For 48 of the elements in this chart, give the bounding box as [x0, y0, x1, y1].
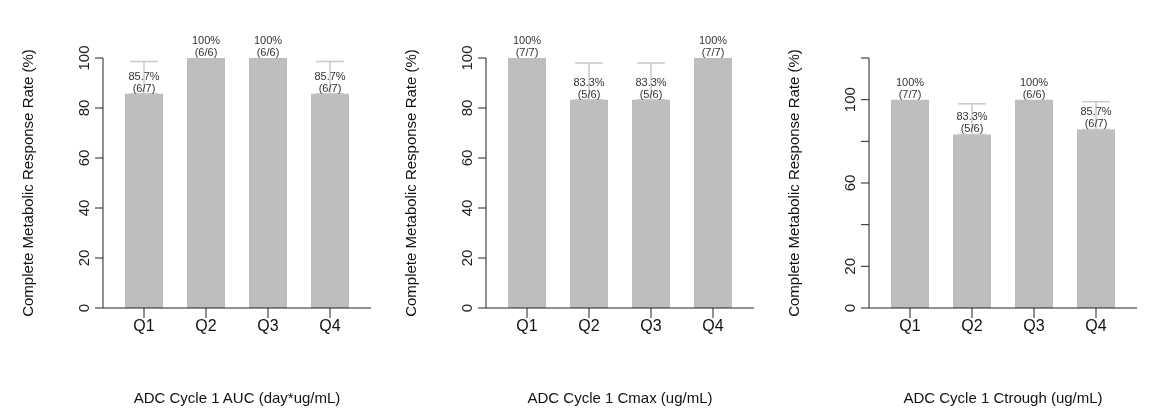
y-tick-label: 20 — [75, 249, 92, 267]
data-label: 85.7% (6/7) — [314, 69, 346, 94]
data-label: 83.3% (5/6) — [635, 75, 667, 100]
bar — [891, 99, 929, 308]
y-axis-title: Complete Metabolic Response Rate (%) — [19, 49, 37, 317]
x-axis-title: ADC Cycle 1 Ctrough (ug/mL) — [903, 389, 1103, 406]
data-label: 100% (6/6) — [191, 34, 221, 58]
x-axis-title: ADC Cycle 1 Cmax (ug/mL) — [527, 389, 713, 406]
y-tick-label: 40 — [75, 199, 92, 217]
data-label: 85.7% (6/7) — [1080, 105, 1112, 130]
bar — [1015, 99, 1053, 308]
y-tick-label: 80 — [75, 99, 92, 117]
x-tick-label: Q4 — [319, 317, 341, 335]
data-label: 100% (7/7) — [512, 34, 542, 58]
y-tick-label: 80 — [458, 99, 475, 117]
y-tick-label: 0 — [841, 303, 858, 313]
x-tick-label: Q2 — [578, 317, 600, 335]
y-tick-label: 20 — [841, 257, 858, 275]
data-label: 100% (6/6) — [253, 34, 283, 58]
y-tick-label: 60 — [75, 149, 92, 167]
y-tick-label: 100 — [75, 45, 92, 71]
x-tick-label: Q1 — [133, 317, 155, 335]
y-tick-label: 100 — [458, 45, 475, 71]
x-tick-label: Q4 — [702, 317, 724, 335]
x-tick-label: Q3 — [640, 317, 662, 335]
data-label: 83.3% (5/6) — [956, 110, 988, 135]
x-tick-label: Q3 — [1023, 317, 1045, 335]
data-label: 100% (7/7) — [698, 34, 728, 58]
x-tick-label: Q4 — [1085, 317, 1107, 335]
y-tick-label: 0 — [458, 303, 475, 313]
data-label: 100% (6/6) — [1019, 75, 1049, 100]
y-tick-label: 60 — [841, 174, 858, 192]
data-label: 85.7% (6/7) — [128, 69, 160, 94]
x-tick-label: Q2 — [195, 317, 217, 335]
y-axis-title: Complete Metabolic Response Rate (%) — [402, 49, 420, 317]
x-tick-label: Q3 — [257, 317, 279, 335]
data-label: 83.3% (5/6) — [573, 75, 605, 100]
y-tick-label: 0 — [75, 303, 92, 313]
y-tick-label: 60 — [458, 149, 475, 167]
y-tick-label: 40 — [458, 199, 475, 217]
y-tick-label: 20 — [458, 249, 475, 267]
data-label: 100% (7/7) — [895, 75, 925, 100]
x-tick-label: Q2 — [961, 317, 983, 335]
x-axis-title: ADC Cycle 1 AUC (day*ug/mL) — [133, 389, 341, 406]
y-tick-label: 100 — [841, 87, 858, 113]
y-axis-title: Complete Metabolic Response Rate (%) — [785, 49, 803, 317]
x-tick-label: Q1 — [516, 317, 538, 335]
x-tick-label: Q1 — [899, 317, 921, 335]
